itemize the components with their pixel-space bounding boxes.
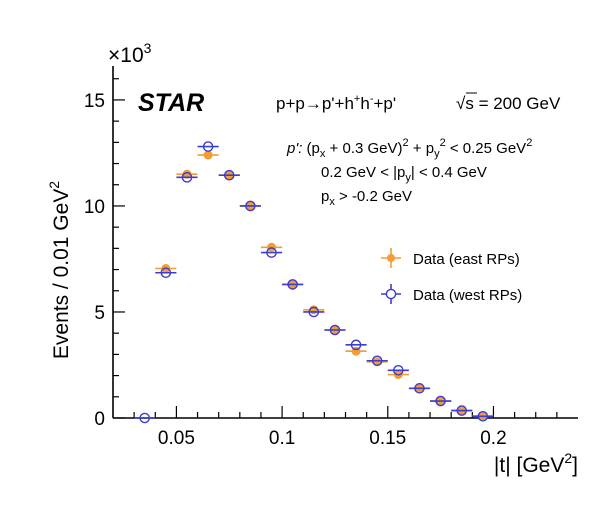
x-tick-label-0: 0.05 — [158, 428, 195, 449]
y-axis-label-sup: 2 — [46, 181, 62, 189]
series-1-point-5 — [245, 200, 256, 212]
series-1-point-3 — [202, 141, 214, 152]
cut1-part-2: x — [320, 148, 326, 160]
y-tick-labels: 0 5 10 15 — [84, 91, 105, 430]
series-1-point-11 — [371, 355, 383, 367]
cut3-part-1: x — [329, 196, 335, 208]
legend-marker-0 — [387, 254, 395, 262]
process-sup2: - — [370, 93, 374, 105]
data-points — [134, 141, 494, 424]
y-axis-label: Events / 0.01 GeV2 — [46, 181, 73, 359]
x-tick-label-3: 0.2 — [480, 428, 506, 449]
process-tail: +p' — [374, 94, 397, 113]
series-1-point-0 — [139, 412, 151, 424]
legend: Data (east RPs) Data (west RPs) — [381, 248, 522, 304]
cut1-part-9: 2 — [526, 137, 532, 149]
y-tick-label-2: 10 — [84, 197, 105, 218]
experiment-logo: STAR — [138, 89, 204, 117]
y-multiplier-exp: 3 — [144, 40, 152, 56]
energy-s: s — [465, 94, 474, 113]
cut1-part-0: p': — [286, 140, 307, 157]
legend-label-1: Data (west RPs) — [413, 287, 522, 304]
cut-line-1: p': (px + 0.3 GeV)2 + py2 < 0.25 GeV2 — [286, 137, 532, 160]
energy-label: √s = 200 GeV — [456, 92, 561, 113]
process-mid: h — [360, 94, 369, 113]
y-tick-label-0: 0 — [94, 409, 105, 430]
series-1-point-16 — [477, 411, 489, 422]
cut3-part-2: > -0.2 GeV — [335, 188, 412, 205]
legend-entry-0: Data (east RPs) — [381, 248, 520, 268]
energy-rest: = 200 GeV — [474, 94, 561, 113]
x-axis-label-main: |t| [GeV — [494, 454, 564, 477]
series-1-point-6 — [266, 247, 277, 258]
cut3-part-0: p — [321, 188, 329, 205]
x-tick-label-1: 0.1 — [269, 428, 295, 449]
process-sup1: + — [354, 93, 360, 105]
cut2-part-0: 0.2 GeV < |p — [321, 164, 405, 181]
series-1-point-9 — [329, 324, 341, 336]
series-0-point-2 — [203, 150, 213, 160]
series-1-point-12 — [393, 364, 404, 376]
cut1-part-7: 2 — [440, 137, 446, 149]
x-tick-labels: 0.05 0.1 0.15 0.2 — [158, 428, 507, 449]
series-1-point-4 — [223, 169, 235, 181]
x-tick-label-2: 0.15 — [369, 428, 406, 449]
legend-entry-1: Data (west RPs) — [381, 284, 522, 304]
y-tick-label-3: 15 — [84, 91, 105, 112]
legend-marker-1 — [385, 288, 397, 300]
y-multiplier-base: ×10 — [108, 44, 144, 67]
legend-label-0: Data (east RPs) — [413, 251, 520, 268]
series-1-point-10 — [350, 339, 362, 351]
series-1 — [134, 141, 494, 424]
cut2-part-1: y — [405, 172, 411, 184]
axes — [112, 66, 578, 419]
cut1-part-4: 2 — [403, 137, 409, 149]
y-tick-label-1: 5 — [94, 303, 105, 324]
cut1-part-1: (p — [307, 140, 320, 157]
y-multiplier: ×103 — [108, 40, 152, 67]
x-axis-label: |t| [GeV2] — [494, 450, 578, 477]
series-1-point-1 — [160, 267, 172, 279]
series-1-point-2 — [181, 172, 193, 183]
series-0-point-5 — [267, 242, 277, 252]
cut-line-3: px > -0.2 GeV — [321, 188, 412, 208]
cut1-part-8: < 0.25 GeV — [446, 140, 526, 157]
series-1-point-7 — [287, 279, 298, 290]
cut1-part-5: + p — [409, 140, 434, 157]
series-1-point-13 — [414, 383, 425, 394]
series-1-point-15 — [456, 405, 468, 416]
cut-line-2: 0.2 GeV < |py| < 0.4 GeV — [321, 164, 487, 184]
process-label: p+p→p'+h+h-+p' — [276, 93, 396, 113]
cut2-part-2: | < 0.4 GeV — [411, 164, 487, 181]
series-1-point-14 — [435, 395, 446, 407]
x-axis-label-sup: 2 — [564, 450, 572, 466]
process-base: p+p→p'+h — [276, 94, 354, 113]
y-axis-label-main: Events / 0.01 GeV — [50, 189, 73, 359]
x-axis-label-end: ] — [572, 454, 578, 477]
series-1-point-8 — [308, 306, 320, 318]
cut1-part-6: y — [434, 148, 440, 160]
svg-text:√s = 200 GeV: √s = 200 GeV — [456, 94, 561, 113]
cut1-part-3: + 0.3 GeV) — [325, 140, 402, 157]
energy-sqrt: √ — [456, 94, 466, 113]
